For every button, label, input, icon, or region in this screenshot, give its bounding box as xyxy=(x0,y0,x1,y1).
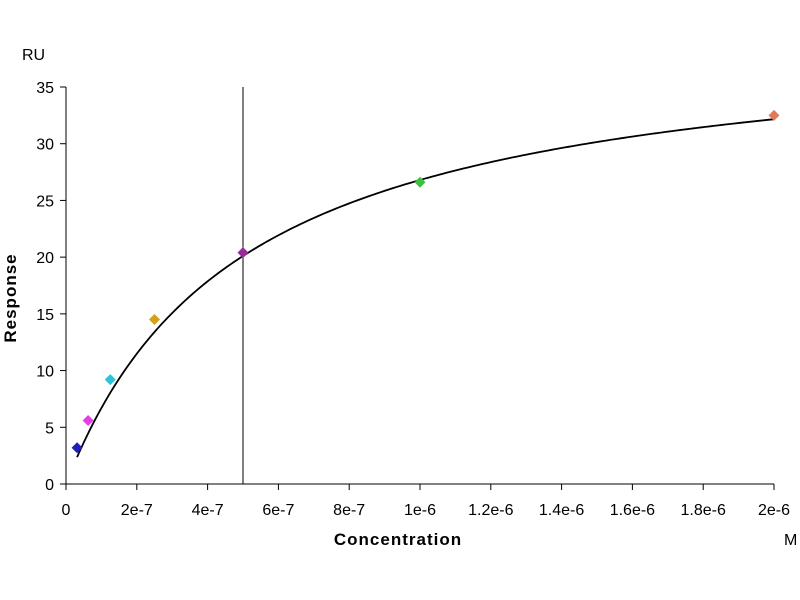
x-tick-label: 4e-7 xyxy=(192,502,224,519)
data-point xyxy=(768,109,780,121)
y-tick-label: 30 xyxy=(36,137,54,154)
data-point xyxy=(104,374,116,386)
x-axis-title: Concentration xyxy=(334,530,462,549)
x-tick-label: 2e-7 xyxy=(121,502,153,519)
y-tick-label: 15 xyxy=(36,307,54,324)
data-point xyxy=(71,442,83,454)
y-tick-label: 5 xyxy=(45,420,54,437)
x-tick-label: 8e-7 xyxy=(333,502,365,519)
x-tick-label: 1.2e-6 xyxy=(468,502,513,519)
y-tick-label: 25 xyxy=(36,193,54,210)
x-tick-label: 1.6e-6 xyxy=(610,502,655,519)
y-tick-label: 10 xyxy=(36,364,54,381)
x-tick-label: 1e-6 xyxy=(404,502,436,519)
x-unit-label: M xyxy=(784,532,797,549)
data-point xyxy=(149,314,160,326)
y-unit-label: RU xyxy=(22,47,45,64)
y-axis-title: Response xyxy=(1,253,20,342)
fit-curve-group xyxy=(76,118,775,458)
data-points xyxy=(71,109,780,454)
data-point xyxy=(82,414,94,426)
y-tick-label: 35 xyxy=(36,80,54,97)
y-tick-label: 20 xyxy=(36,250,54,267)
y-tick-label: 0 xyxy=(45,477,54,494)
data-point xyxy=(414,176,426,188)
x-tick-label: 6e-7 xyxy=(262,502,294,519)
fit-curve xyxy=(76,118,775,458)
x-tick-label: 2e-6 xyxy=(758,502,790,519)
x-tick-label: 1.8e-6 xyxy=(681,502,726,519)
x-tick-label: 1.4e-6 xyxy=(539,502,584,519)
axes xyxy=(65,87,774,485)
x-tick-label: 0 xyxy=(62,502,71,519)
data-point xyxy=(237,247,249,259)
ticks: 0 2e-7 4e-7 6e-7 8e-7 1e-6 1.2e-6 1.4e-6 1.6e-6 1… xyxy=(36,80,790,519)
